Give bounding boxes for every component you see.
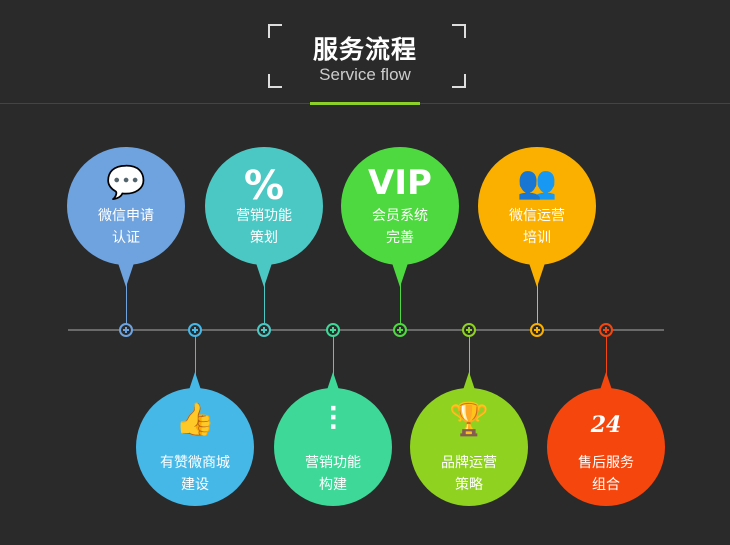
step-label: 品牌运营	[441, 455, 497, 471]
step-label: 认证	[112, 230, 140, 246]
timeline-axis	[68, 329, 664, 331]
step-label: 微信申请	[98, 208, 154, 224]
step-label: 营销功能	[305, 455, 361, 471]
bracket-corner	[452, 74, 466, 88]
step-circle	[67, 147, 185, 265]
step-label: 策略	[455, 477, 483, 493]
connector-line	[126, 280, 127, 325]
page-title: 服务流程	[312, 35, 417, 64]
step-circle	[136, 388, 254, 506]
step-label: 建设	[181, 477, 209, 493]
bracket-corner	[268, 24, 282, 38]
trophy-icon: 🏆	[449, 400, 489, 438]
percent-icon: %	[243, 163, 285, 209]
people-icon: 👥	[517, 163, 557, 201]
step-bottom-1: ⫶ 营销功能构建	[274, 372, 392, 510]
wechat-chat-icon: 💬	[106, 163, 146, 201]
timeline-node-plus-icon	[530, 323, 544, 337]
bracket-corner	[452, 24, 466, 38]
connector-line	[469, 335, 470, 375]
step-label: 培训	[523, 230, 551, 246]
timeline-node-plus-icon	[257, 323, 271, 337]
timeline-node-plus-icon	[188, 323, 202, 337]
step-circle	[478, 147, 596, 265]
timeline-node-plus-icon	[119, 323, 133, 337]
step-bottom-3: 24 售后服务组合	[547, 372, 665, 510]
vip-icon: VIP	[368, 163, 432, 203]
bracket-corner	[268, 74, 282, 88]
connector-line	[333, 335, 334, 375]
step-label: 策划	[250, 230, 278, 246]
connector-line	[606, 335, 607, 375]
step-circle	[274, 388, 392, 506]
connector-line	[195, 335, 196, 375]
step-bottom-0: 👍 有赞微商城建设	[136, 372, 254, 510]
connector-line	[537, 280, 538, 325]
step-bottom-2: 🏆 品牌运营策略	[410, 372, 528, 510]
page-subtitle: Service flow	[319, 65, 411, 84]
sliders-icon: ⫶	[328, 400, 337, 438]
step-label: 营销功能	[236, 208, 292, 224]
step-circle	[410, 388, 528, 506]
step-label: 有赞微商城	[160, 455, 230, 471]
step-label: 售后服务	[578, 455, 634, 471]
step-top-3: 👥 微信运营培训	[478, 147, 596, 287]
connector-line	[400, 280, 401, 325]
timeline-node-plus-icon	[599, 323, 613, 337]
step-top-0: 💬 微信申请认证	[67, 147, 185, 287]
step-label: 构建	[319, 477, 347, 493]
timeline-node-plus-icon	[326, 323, 340, 337]
connector-line	[264, 280, 265, 325]
step-label: 完善	[386, 230, 414, 246]
step-top-1: % 营销功能策划	[205, 147, 323, 287]
timeline-node-plus-icon	[462, 323, 476, 337]
step-circle	[341, 147, 459, 265]
step-label: 微信运营	[509, 208, 565, 224]
24h-phone-icon: 24	[590, 412, 622, 438]
step-label: 会员系统	[372, 208, 428, 224]
step-circle	[547, 388, 665, 506]
title-underline	[310, 102, 420, 105]
timeline-node-plus-icon	[393, 323, 407, 337]
step-circle	[205, 147, 323, 265]
thumbs-up-icon: 👍	[175, 400, 215, 438]
step-label: 组合	[592, 477, 620, 493]
step-top-2: VIP 会员系统完善	[341, 147, 459, 287]
